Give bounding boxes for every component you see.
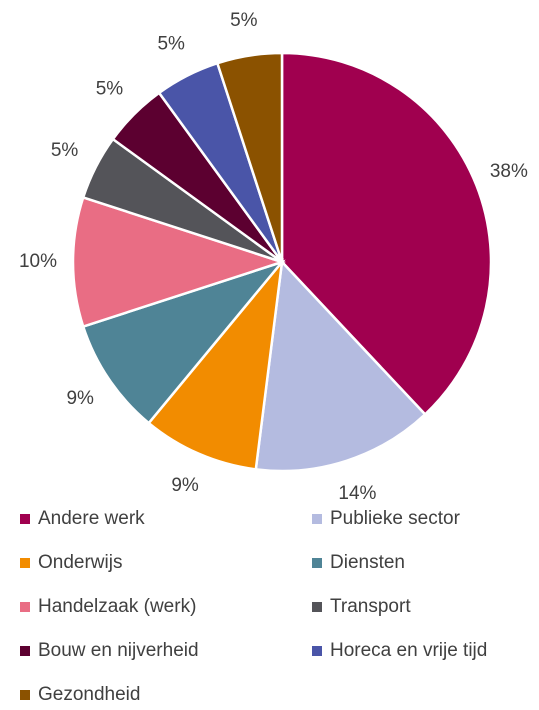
- legend-swatch: [20, 690, 30, 700]
- data-label: 14%: [338, 483, 376, 504]
- data-label: 5%: [51, 140, 79, 161]
- legend-label: Gezondheid: [38, 684, 140, 705]
- legend-label: Onderwijs: [38, 552, 122, 573]
- data-label: 9%: [171, 475, 199, 496]
- legend-label: Horeca en vrije tijd: [330, 640, 487, 661]
- legend-swatch: [312, 602, 322, 612]
- legend-swatch: [20, 646, 30, 656]
- legend-label: Handelzaak (werk): [38, 596, 196, 617]
- data-label: 38%: [490, 161, 528, 182]
- data-label: 5%: [230, 10, 258, 31]
- pie-slice: [215, 51, 284, 263]
- pie-slice: [254, 259, 427, 473]
- data-label: 5%: [96, 78, 124, 99]
- legend-label: Diensten: [330, 552, 405, 573]
- legend-swatch: [20, 514, 30, 524]
- pie-slice: [71, 195, 287, 329]
- data-label: 9%: [66, 388, 94, 409]
- legend-label: Transport: [330, 596, 411, 617]
- pie-slice: [81, 259, 286, 425]
- legend-swatch: [312, 514, 322, 524]
- pie-slice: [147, 257, 284, 471]
- legend-swatch: [20, 602, 30, 612]
- legend-swatch: [20, 558, 30, 568]
- legend-label: Publieke sector: [330, 508, 461, 529]
- data-label: 10%: [19, 251, 57, 272]
- legend-label: Bouw en nijverheid: [38, 640, 199, 661]
- legend-swatch: [312, 646, 322, 656]
- legend-label: Andere werk: [38, 508, 145, 529]
- data-label: 5%: [157, 34, 185, 55]
- pie-slice: [280, 51, 493, 417]
- legend-swatch: [312, 558, 322, 568]
